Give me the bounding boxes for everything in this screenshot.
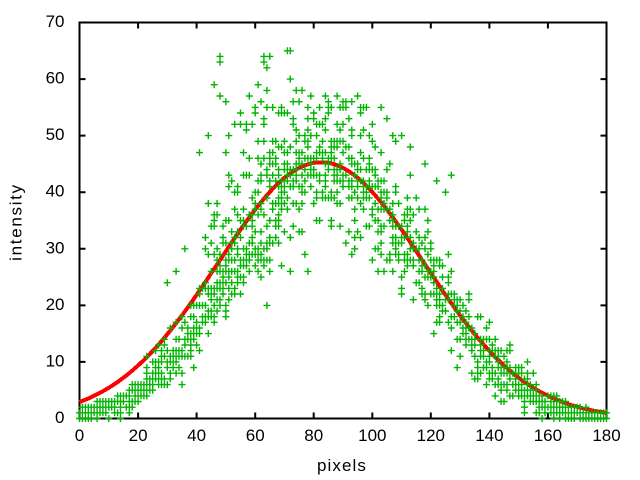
svg-text:intensity: intensity — [7, 183, 26, 261]
svg-text:0: 0 — [55, 408, 64, 427]
svg-text:40: 40 — [46, 182, 65, 201]
svg-text:80: 80 — [304, 426, 323, 445]
svg-text:50: 50 — [46, 125, 65, 144]
svg-text:140: 140 — [475, 426, 503, 445]
svg-text:70: 70 — [46, 12, 65, 31]
svg-text:60: 60 — [246, 426, 265, 445]
svg-text:0: 0 — [75, 426, 84, 445]
svg-text:120: 120 — [417, 426, 445, 445]
svg-text:pixels: pixels — [317, 456, 367, 475]
svg-text:40: 40 — [187, 426, 206, 445]
svg-text:20: 20 — [129, 426, 148, 445]
svg-text:20: 20 — [46, 295, 65, 314]
svg-text:160: 160 — [534, 426, 562, 445]
svg-text:180: 180 — [592, 426, 620, 445]
svg-text:10: 10 — [46, 351, 65, 370]
svg-text:30: 30 — [46, 238, 65, 257]
svg-text:100: 100 — [358, 426, 386, 445]
svg-text:60: 60 — [46, 69, 65, 88]
